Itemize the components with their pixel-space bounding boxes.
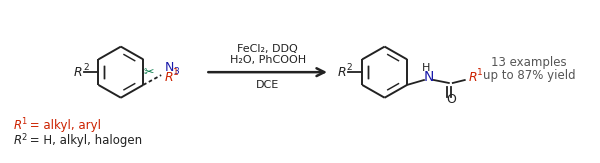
Text: 3: 3 xyxy=(173,67,179,76)
Text: 2: 2 xyxy=(347,63,352,72)
Text: 2: 2 xyxy=(83,63,89,72)
Text: 1: 1 xyxy=(21,117,26,126)
Text: 1: 1 xyxy=(476,68,482,77)
Text: 2: 2 xyxy=(21,133,26,141)
Text: H: H xyxy=(422,63,430,73)
Text: ✂: ✂ xyxy=(144,66,154,79)
Text: 1: 1 xyxy=(173,68,179,77)
Text: R: R xyxy=(13,119,22,132)
Text: R: R xyxy=(469,71,478,84)
Text: = H, alkyl, halogen: = H, alkyl, halogen xyxy=(26,134,142,148)
Text: 13 examples: 13 examples xyxy=(491,56,567,69)
Text: = alkyl, aryl: = alkyl, aryl xyxy=(26,119,101,132)
Text: R: R xyxy=(338,66,346,79)
Text: R: R xyxy=(74,66,82,79)
Text: H₂O, PhCOOH: H₂O, PhCOOH xyxy=(230,55,306,65)
Text: DCE: DCE xyxy=(256,80,279,90)
Text: N: N xyxy=(424,70,434,84)
Text: up to 87% yield: up to 87% yield xyxy=(482,69,575,82)
Text: R: R xyxy=(165,71,174,84)
Text: R: R xyxy=(13,134,22,148)
Text: FeCl₂, DDQ: FeCl₂, DDQ xyxy=(237,44,298,54)
Text: N: N xyxy=(165,61,175,74)
Text: O: O xyxy=(446,93,456,106)
